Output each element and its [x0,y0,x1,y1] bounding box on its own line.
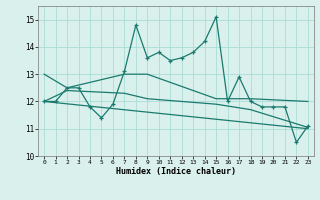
X-axis label: Humidex (Indice chaleur): Humidex (Indice chaleur) [116,167,236,176]
